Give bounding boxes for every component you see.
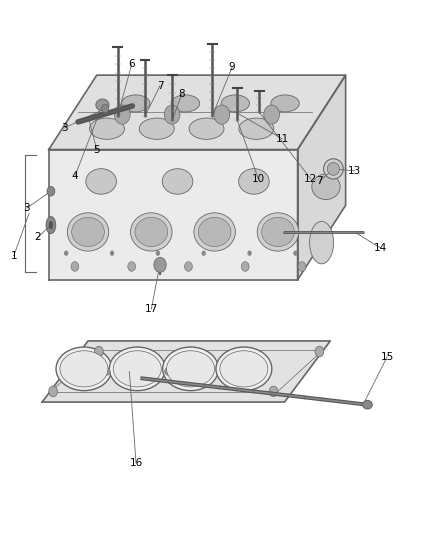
Circle shape xyxy=(315,346,324,357)
Ellipse shape xyxy=(239,168,269,194)
Text: 3: 3 xyxy=(61,123,67,133)
Ellipse shape xyxy=(56,347,112,391)
Circle shape xyxy=(154,257,166,272)
Ellipse shape xyxy=(67,213,109,251)
Text: 6: 6 xyxy=(128,60,135,69)
Ellipse shape xyxy=(194,213,235,251)
Text: 2: 2 xyxy=(35,232,41,243)
Polygon shape xyxy=(42,341,330,402)
Text: 17: 17 xyxy=(145,304,158,314)
Circle shape xyxy=(47,187,55,196)
Ellipse shape xyxy=(363,400,372,409)
Text: 12: 12 xyxy=(304,174,317,184)
Circle shape xyxy=(64,251,68,256)
Ellipse shape xyxy=(162,347,219,391)
Ellipse shape xyxy=(327,163,339,175)
Text: 4: 4 xyxy=(71,171,78,181)
Ellipse shape xyxy=(239,118,274,139)
Ellipse shape xyxy=(162,168,193,194)
Circle shape xyxy=(155,251,160,256)
Text: 15: 15 xyxy=(381,352,394,362)
Ellipse shape xyxy=(86,168,117,194)
Circle shape xyxy=(49,386,57,397)
Circle shape xyxy=(164,105,180,124)
Ellipse shape xyxy=(198,217,231,247)
Ellipse shape xyxy=(113,351,161,387)
Circle shape xyxy=(128,262,136,271)
Circle shape xyxy=(102,104,109,113)
Ellipse shape xyxy=(271,95,299,112)
Circle shape xyxy=(184,262,192,271)
Text: 5: 5 xyxy=(93,144,100,155)
Ellipse shape xyxy=(49,221,53,229)
Ellipse shape xyxy=(216,347,272,391)
Circle shape xyxy=(269,386,278,397)
Circle shape xyxy=(114,105,130,124)
Text: 13: 13 xyxy=(348,166,361,176)
Polygon shape xyxy=(297,75,346,280)
Circle shape xyxy=(298,262,306,271)
Ellipse shape xyxy=(46,216,56,233)
Circle shape xyxy=(293,251,297,256)
Ellipse shape xyxy=(312,174,340,199)
Circle shape xyxy=(247,251,252,256)
Ellipse shape xyxy=(110,347,165,391)
Text: 7: 7 xyxy=(316,176,323,187)
Circle shape xyxy=(241,262,249,271)
Circle shape xyxy=(214,105,230,124)
Text: 11: 11 xyxy=(276,134,289,144)
Circle shape xyxy=(165,368,171,375)
Ellipse shape xyxy=(310,221,334,264)
Ellipse shape xyxy=(122,95,150,112)
Text: 9: 9 xyxy=(229,62,235,72)
Text: 14: 14 xyxy=(374,243,387,253)
Circle shape xyxy=(104,368,110,375)
Text: 7: 7 xyxy=(157,81,163,91)
Ellipse shape xyxy=(171,95,200,112)
Ellipse shape xyxy=(72,217,104,247)
Ellipse shape xyxy=(221,95,250,112)
Ellipse shape xyxy=(135,217,168,247)
Ellipse shape xyxy=(131,213,172,251)
Text: 10: 10 xyxy=(252,174,265,184)
Ellipse shape xyxy=(324,159,343,179)
Text: 16: 16 xyxy=(129,458,143,468)
Ellipse shape xyxy=(220,351,268,387)
Circle shape xyxy=(201,251,206,256)
Polygon shape xyxy=(49,75,346,150)
Ellipse shape xyxy=(257,213,299,251)
Ellipse shape xyxy=(261,217,294,247)
Circle shape xyxy=(264,105,279,124)
Circle shape xyxy=(71,262,79,271)
Ellipse shape xyxy=(189,118,224,139)
Polygon shape xyxy=(49,150,297,280)
Ellipse shape xyxy=(96,99,109,111)
Text: 8: 8 xyxy=(179,88,185,99)
Ellipse shape xyxy=(166,351,215,387)
Text: 3: 3 xyxy=(24,203,30,213)
Ellipse shape xyxy=(89,118,124,139)
Circle shape xyxy=(225,368,231,375)
Text: 1: 1 xyxy=(11,251,17,261)
Circle shape xyxy=(110,251,114,256)
Ellipse shape xyxy=(60,351,108,387)
Ellipse shape xyxy=(139,118,174,139)
Circle shape xyxy=(95,346,103,357)
